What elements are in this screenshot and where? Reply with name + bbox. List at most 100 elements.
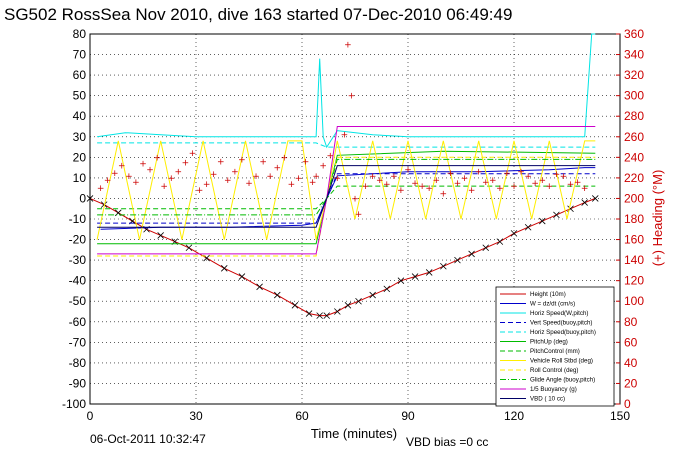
heading-point: + [132,178,140,188]
height-marker [256,283,263,291]
heading-point: + [524,172,532,182]
legend-entry-label: Horiz Speed(W,pitch) [530,310,588,317]
legend-entry-label: Height (10m) [530,291,566,298]
heading-point: + [425,184,433,194]
right-y-tick-label: 0 [624,397,631,411]
heading-point: + [369,172,377,182]
footer-timestamp: 06-Oct-2011 10:32:47 [90,432,206,446]
heading-point: + [153,153,161,163]
y-tick-labels: 80 70 60 50 40 30 20 10 0 -10 -20 -30 -40 -50 -60 -70 -8… [62,27,86,411]
y-tick-label: -40 [69,274,87,288]
heading-point: + [553,170,561,180]
right-y-tick-label: 180 [624,212,644,226]
heading-point: + [517,168,525,178]
height-marker [397,277,405,284]
heading-point: + [312,172,320,182]
legend-box [495,286,615,407]
heading-point: + [252,172,260,182]
height-marker [591,195,599,202]
series-1-5-buoyancy-g [97,126,596,255]
height-marker [369,291,376,299]
height-marker [440,262,447,270]
heading-point: + [196,186,204,196]
height-marker [86,195,94,202]
x-tick-label: 120 [504,409,524,423]
right-y-tick-label: 100 [624,294,644,308]
legend-entry-label: PitchControl (mm) [530,348,580,355]
series-vert-speed-buoy-pitch [97,173,596,224]
x-tick-label: 0 [87,409,94,423]
height-marker [425,269,433,276]
heading-point: + [224,176,232,186]
y-tick-label: -20 [69,233,87,247]
heading-point: + [489,176,497,186]
height-marker [157,232,164,239]
series-horiz-speed-w-pitch [97,33,596,149]
height-marker [383,285,391,293]
heading-point: + [503,169,511,179]
footer-vbd-bias: VBD bias =0 cc [406,435,488,449]
height-marker [496,238,504,245]
height-marker [581,199,588,206]
right-y-tick-label: 140 [624,253,644,267]
right-y-axis-label: (+) Heading (°M) [650,170,665,267]
x-tick-label: 150 [610,409,630,423]
heading-point: + [411,179,419,189]
heading-point: + [567,180,575,190]
height-marker [344,302,352,309]
series-horiz-speed-buoy-pitch [97,142,596,148]
series-vbd-10-cc [97,165,596,228]
y-tick-label: 20 [73,150,87,164]
heading-point: + [546,182,554,192]
height-marker [323,312,331,319]
height-marker [482,244,490,252]
heading-point: + [348,92,356,102]
x-tick-labels: 0 30 60 90 120 150 [87,409,631,423]
right-y-tick-label: 320 [624,68,644,82]
heading-point: + [461,174,469,184]
legend-entry-label: Vert Speed(buoy,pitch) [530,320,592,327]
heading-point: + [447,169,455,179]
heading-point: + [111,169,119,179]
heading-point: + [189,149,197,159]
y-tick-label: 0 [79,191,86,205]
height-marker [334,308,341,315]
right-y-tick-label: 200 [624,191,644,205]
series-pitchcontrol-mm [97,185,596,210]
height-marker [273,291,281,299]
right-y-tick-label: 360 [624,27,644,41]
heading-point: + [351,194,359,204]
heading-point: + [245,179,253,189]
heading-point: + [574,178,582,188]
y-tick-label: -90 [69,376,87,390]
right-y-tick-label: 340 [624,48,644,62]
heading-point: + [496,184,504,194]
heading-point: + [432,176,440,186]
legend-entry-label: Vehicle Roll Stbd (deg) [530,358,593,365]
heading-point: + [97,184,105,194]
heading-point: + [376,176,384,186]
heading-point: + [341,131,349,141]
height-marker [238,273,246,280]
heading-point: + [404,166,412,176]
heading-point: + [266,172,274,182]
y-tick-label: 70 [73,48,87,62]
heading-point: + [167,174,175,184]
height-marker [538,217,546,225]
heading-point: + [160,182,168,192]
heading-point: + [125,172,133,182]
heading-point: + [355,210,363,220]
heading-point: + [454,179,462,189]
heading-point: + [302,157,310,167]
series-vehicle-roll-stbd-deg [96,140,596,240]
x-axis-label: Time (minutes) [311,426,397,441]
legend: Height (10m) W = dz/dt (cm/s) Horiz Speed(… [495,286,615,407]
right-y-tick-label: 120 [624,274,644,288]
right-y-tick-label: 260 [624,130,644,144]
y-tick-label: 80 [73,27,87,41]
y-tick-label: -10 [69,212,87,226]
heading-point: + [118,162,126,172]
y-tick-label: -70 [69,335,87,349]
heading-point: + [281,153,289,163]
